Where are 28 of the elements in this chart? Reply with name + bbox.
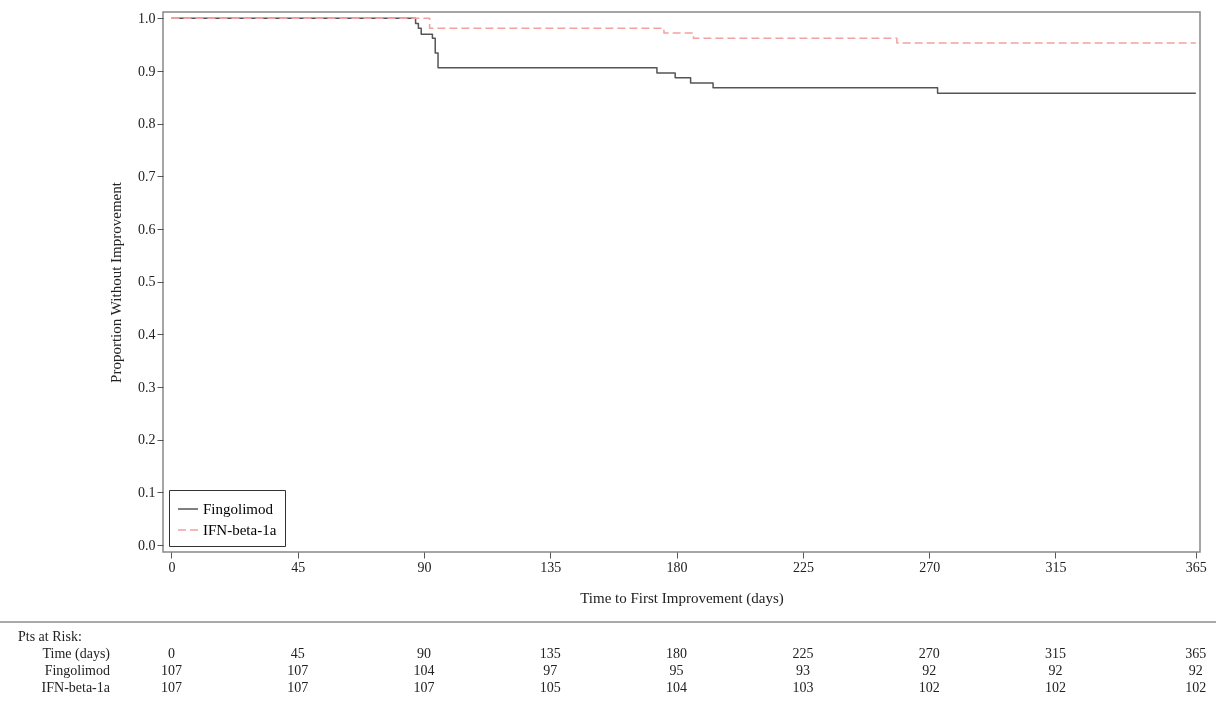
x-tick-label: 365 <box>1185 559 1207 575</box>
y-tick-label: 0.9 <box>138 63 156 79</box>
y-tick-label: 0.8 <box>138 116 156 132</box>
x-tick-label: 225 <box>792 559 814 575</box>
y-tick-label: 0.1 <box>138 484 156 500</box>
y-tick-label: 0.2 <box>138 432 156 448</box>
x-axis-title: Time to First Improvement (days) <box>580 589 784 607</box>
y-tick-label: 0.0 <box>138 537 156 553</box>
x-tick-label: 270 <box>919 559 941 575</box>
y-tick-label: 0.4 <box>138 326 156 342</box>
x-tick-label: 180 <box>666 559 688 575</box>
y-axis-title: Proportion Without Improvement <box>108 181 124 383</box>
y-tick-label: 0.3 <box>138 379 156 395</box>
x-tick-label: 0 <box>168 559 176 575</box>
y-tick-label: 0.7 <box>138 168 156 184</box>
x-tick-label: 90 <box>417 559 432 575</box>
x-tick-label: 315 <box>1045 559 1067 575</box>
y-tick-label: 0.5 <box>138 274 156 290</box>
y-tick-label: 1.0 <box>138 10 156 26</box>
text: Time (days) 0 45 90 135 180 225 270 315 365 <box>42 646 1207 661</box>
x-tick-label: 135 <box>540 559 562 575</box>
legend-label: Fingolimod <box>203 501 274 517</box>
text: Pts at Risk: <box>18 629 82 644</box>
legend-label: IFN-beta-1a <box>203 522 277 538</box>
x-tick-label: 45 <box>291 559 306 575</box>
text: Fingolimod 107 107 104 97 95 93 92 92 92 <box>44 663 1203 678</box>
y-tick-label: 0.6 <box>138 221 156 237</box>
text: IFN-beta-1a 107 107 107 105 104 103 102 102 102 <box>41 680 1207 695</box>
